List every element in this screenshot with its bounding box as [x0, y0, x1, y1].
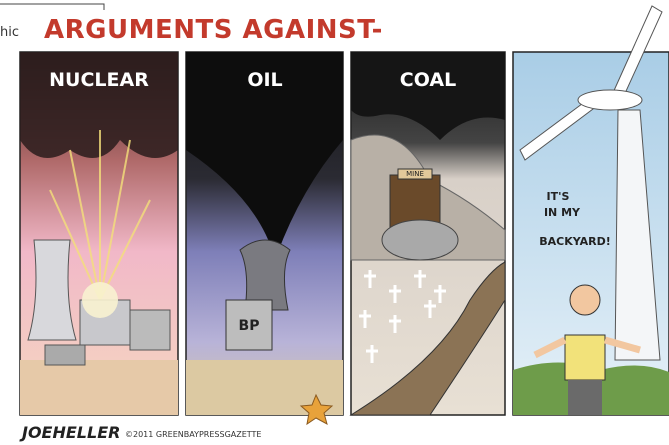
panel-wind: IT'S IN MY BACKYARD! — [513, 6, 669, 415]
speech-line: BACKYARD! — [539, 235, 611, 248]
panel-nuclear: NUCLEAR — [20, 52, 178, 415]
speech-line: IT'S — [547, 190, 570, 203]
panel-label: OIL — [247, 69, 282, 91]
corner-text: hic — [0, 25, 19, 40]
panel-label: COAL — [400, 69, 456, 91]
signature: JOEHELLER — [19, 423, 120, 442]
corner-line — [0, 4, 104, 10]
sign-mine: MINE — [406, 170, 424, 178]
cartoon: hic ARGUMENTS AGAINST- NUCLEAR BP OIL MI… — [0, 0, 669, 445]
title: ARGUMENTS AGAINST- — [44, 15, 383, 45]
panel-coal: MINE COAL — [351, 52, 505, 415]
sign-bp: BP — [239, 318, 260, 334]
speech-line: IN MY — [544, 206, 581, 219]
panel-oil: BP OIL — [186, 52, 343, 424]
credit: ©2011 GREENBAYPRESSGAZETTE — [125, 430, 261, 439]
panel-label: NUCLEAR — [49, 69, 149, 91]
